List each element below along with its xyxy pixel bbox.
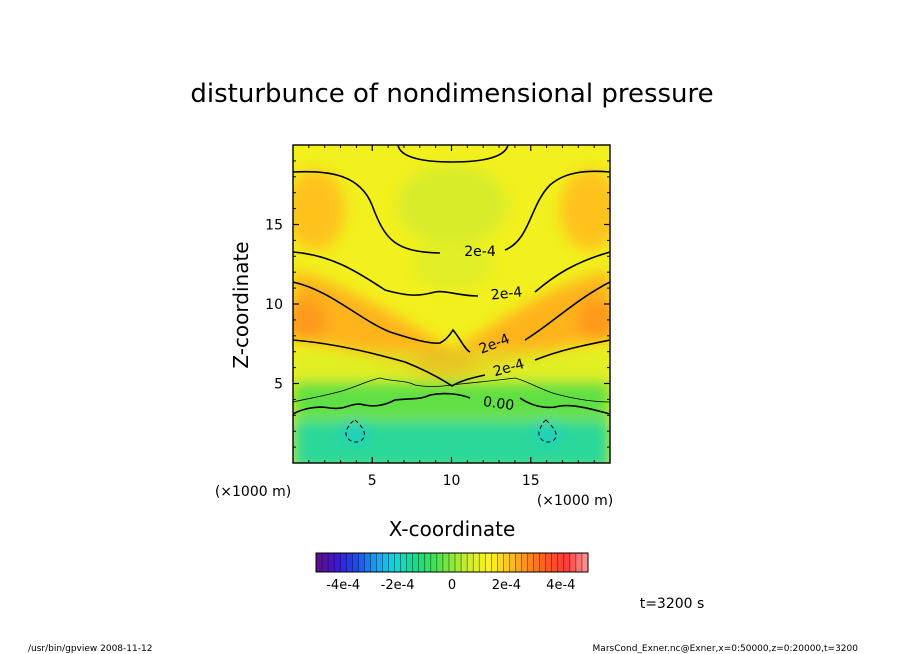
- colorbar-cell: [346, 553, 353, 572]
- colorbar-cell: [376, 553, 383, 572]
- x-tick-label: 5: [368, 473, 377, 489]
- colorbar-cell: [509, 553, 516, 572]
- contour-line-zero: [293, 392, 610, 415]
- y-ticks: 5 10 15: [265, 160, 610, 448]
- colorbar-cell: [436, 553, 444, 572]
- colorbar-cell: [370, 553, 377, 572]
- y-axis-unit: (×1000 m): [215, 484, 291, 500]
- colorbar-cell: [527, 553, 534, 572]
- field-top-center: [397, 165, 507, 245]
- contour-label: 2e-4: [464, 244, 496, 260]
- colorbar-cell: [515, 553, 522, 572]
- field-bottom-left-min: [341, 420, 369, 444]
- time-label: t=3200 s: [640, 596, 705, 612]
- colorbar-cell: [382, 553, 389, 572]
- colorbar-cell: [521, 553, 528, 572]
- colorbar-cell: [358, 553, 365, 572]
- footer-right: MarsCond_Exner.nc@Exner,x=0:50000,z=0:20…: [593, 644, 859, 654]
- contour-label: 2e-4: [490, 284, 523, 303]
- colorbar-cell: [334, 553, 341, 572]
- contour-label: 0.00: [482, 394, 515, 414]
- colorbar-cell: [467, 553, 474, 572]
- x-tick-label: 15: [522, 473, 540, 489]
- contour-thin: [293, 377, 610, 403]
- x-ticks: 5 10 15: [308, 145, 595, 489]
- colorbar-tick-label: 0: [448, 578, 456, 593]
- colorbar-cell: [491, 553, 498, 572]
- colorbar-cell: [322, 553, 329, 572]
- colorbar-cell: [485, 553, 492, 572]
- colorbar-cell: [430, 553, 438, 572]
- colorbar-cell: [479, 553, 486, 572]
- colorbar-cell: [400, 553, 407, 572]
- colorbar-cell: [539, 553, 546, 572]
- field-mid-right-lobe: [576, 298, 610, 342]
- field-upper-right-lobe: [560, 170, 610, 250]
- field-transition-yellowgreen: [293, 350, 610, 380]
- colorbar-cell: [406, 553, 414, 572]
- x-axis-unit: (×1000 m): [537, 493, 613, 509]
- x-axis-label: X-coordinate: [389, 517, 516, 541]
- y-axis-label: Z-coordinate: [229, 241, 253, 368]
- colorbar-cell: [316, 553, 323, 572]
- colorbar-cell: [545, 553, 553, 572]
- colorbar-ticks: -4e-4 -2e-4 0 2e-4 4e-4: [326, 578, 575, 593]
- colorbar-cell: [394, 553, 401, 572]
- colorbar-cell: [328, 553, 335, 572]
- colorbar-cell: [533, 553, 540, 572]
- contour-line-top-cap: [397, 145, 509, 163]
- field-bottom-right-min: [534, 420, 562, 444]
- colorbar-cell: [424, 553, 432, 572]
- colorbar-tick-label: 2e-4: [492, 578, 521, 593]
- field-green-band: [293, 382, 610, 418]
- y-tick-label: 5: [274, 377, 283, 393]
- colorbar-cell: [455, 553, 462, 572]
- dashed-contour-right: [538, 419, 557, 443]
- contour-line-4: [293, 339, 610, 387]
- colorbar-cell: [388, 553, 395, 572]
- field-upper-left-lobe: [293, 170, 345, 250]
- colorbar-cell: [442, 553, 450, 572]
- colorbar-cell: [448, 553, 456, 572]
- colorbar-frame: [315, 552, 589, 573]
- contour-line-1: [293, 170, 610, 254]
- contour-line-thin: [293, 377, 610, 403]
- field-mid-left-lobe: [293, 298, 327, 342]
- colorbar-cell: [352, 553, 359, 572]
- colorbar-cell: [503, 553, 510, 572]
- colorbar: [315, 552, 589, 573]
- y-tick-label: 15: [265, 218, 283, 234]
- dashed-contour-left: [345, 419, 365, 443]
- colorbar-cell: [563, 553, 571, 572]
- colorbar-cell: [581, 553, 589, 572]
- colorbar-cell: [473, 553, 480, 572]
- x-tick-label: 10: [443, 473, 461, 489]
- colorbar-tick-label: -4e-4: [326, 578, 360, 593]
- colorbar-cell: [551, 553, 559, 572]
- colorbar-cell: [575, 553, 583, 572]
- colorbar-cell: [418, 553, 426, 572]
- colorbar-cell: [412, 553, 420, 572]
- colorbar-cell: [364, 553, 371, 572]
- colorbar-tick-label: 4e-4: [546, 578, 575, 593]
- colorbar-cell: [557, 553, 565, 572]
- chart-title: disturbunce of nondimensional pressure: [190, 79, 713, 109]
- contour-line-3: [293, 281, 610, 353]
- colorbar-cell: [340, 553, 347, 572]
- colorbar-cell: [497, 553, 504, 572]
- contour-lines: [293, 145, 610, 415]
- y-tick-label: 10: [265, 297, 283, 313]
- colorbar-cell: [461, 553, 468, 572]
- colorbar-cell: [569, 553, 577, 572]
- contour-line-2: [293, 251, 610, 297]
- negative-contours: [345, 419, 557, 443]
- footer-left: /usr/bin/gpview 2008-11-12: [28, 644, 152, 654]
- colorbar-tick-label: -2e-4: [381, 578, 415, 593]
